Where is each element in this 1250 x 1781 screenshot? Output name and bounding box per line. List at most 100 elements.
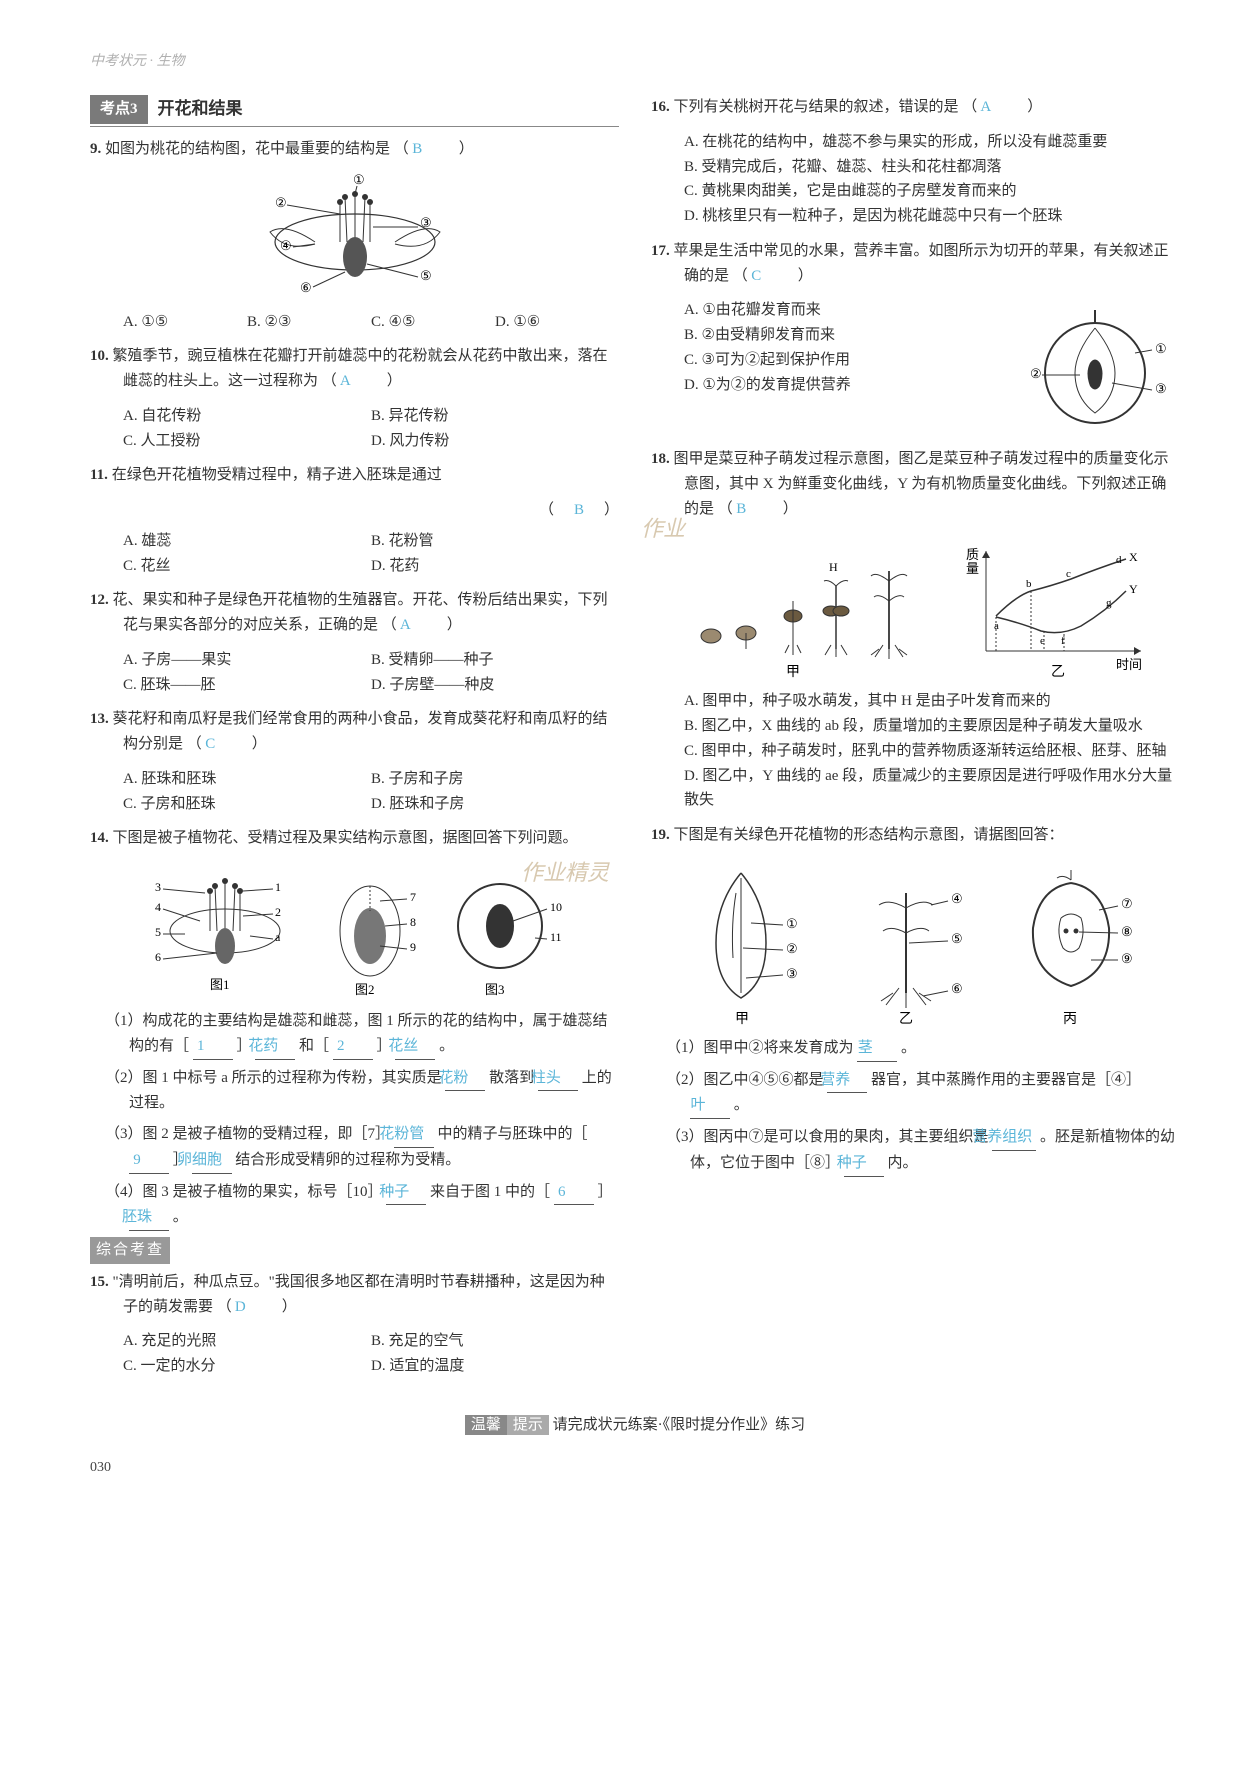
fill: 柱头 — [538, 1066, 578, 1092]
opt: D. 图乙中，Y 曲线的 ae 段，质量减少的主要原因是进行呼吸作用水分大量散失 — [684, 764, 1180, 814]
svg-text:7: 7 — [410, 890, 416, 904]
opt: D. 桃核里只有一粒种子，是因为桃花雌蕊中只有一个胚珠 — [684, 204, 1180, 229]
opt: B. 花粉管 — [371, 529, 619, 554]
q19-sub2: （2）图乙中④⑤⑥都是 营养 器官，其中蒸腾作用的主要器官是［④］ 叶 。 — [651, 1068, 1180, 1120]
svg-text:质: 质 — [966, 547, 979, 562]
options-11: A. 雄蕊 B. 花粉管 C. 花丝 D. 花药 — [90, 529, 619, 579]
q17-body: ① ② ③ A. ①由花瓣发育而来 B. ②由受精卵发育而来 C. ③可为②起到… — [651, 298, 1180, 447]
opt: C. 胚珠——胚 — [123, 673, 371, 698]
q-num: 13. — [90, 711, 109, 727]
tip-text: 请完成状元练案·《限时提分作业》练习 — [549, 1417, 805, 1433]
q-num: 15. — [90, 1274, 109, 1290]
svg-text:③: ③ — [786, 966, 798, 981]
q-answer: C — [202, 732, 252, 757]
svg-text:④: ④ — [951, 891, 963, 906]
svg-text:⑤: ⑤ — [420, 268, 432, 283]
q-text: 下图是有关绿色开花植物的形态结构示意图，请据图回答： — [674, 827, 1064, 843]
q-num: 9. — [90, 141, 101, 157]
tip-bar: 温馨提示 请完成状元练案·《限时提分作业》练习 — [90, 1413, 1180, 1438]
q-num: 17. — [651, 243, 670, 259]
q19-sub1: （1）图甲中②将来发育成为 茎 。 — [651, 1036, 1180, 1062]
q-num: 19. — [651, 827, 670, 843]
opt: B. 图乙中，X 曲线的 ab 段，质量增加的主要原因是种子萌发大量吸水 — [684, 714, 1180, 739]
section-badge: 考点3 — [90, 95, 148, 124]
svg-text:图3: 图3 — [485, 982, 505, 997]
svg-text:Y: Y — [1129, 582, 1138, 596]
q-text: 如图为桃花的结构图，花中最重要的结构是 — [105, 141, 390, 157]
q14-sub1: （1）构成花的主要结构是雄蕊和雌蕊，图 1 所示的花的结构中，属于雄蕊结构的有［… — [90, 1009, 619, 1060]
opt: D. 适宜的温度 — [371, 1354, 619, 1379]
options-16: A. 在桃花的结构中，雄蕊不参与果实的形成，所以没有雌蕊重要 B. 受精完成后，… — [651, 130, 1180, 229]
q-answer: A — [337, 369, 387, 394]
svg-text:④: ④ — [280, 238, 292, 253]
q-answer: C — [748, 264, 798, 289]
fill: 花丝 — [395, 1034, 435, 1060]
svg-text:5: 5 — [155, 925, 161, 939]
svg-text:8: 8 — [410, 915, 416, 929]
svg-text:③: ③ — [1155, 381, 1167, 396]
section-header: 考点3 开花和结果 — [90, 95, 619, 127]
figure-19: ① ② ③ 甲 ④ ⑤ ⑥ 乙 — [651, 858, 1180, 1028]
q-num: 18. — [651, 451, 670, 467]
svg-text:时间: 时间 — [1116, 657, 1142, 672]
svg-text:⑨: ⑨ — [1121, 951, 1133, 966]
opt: C. 黄桃果肉甜美，它是由雌蕊的子房壁发育而来的 — [684, 179, 1180, 204]
svg-text:①: ① — [353, 172, 365, 187]
opt: D. 风力传粉 — [371, 429, 619, 454]
svg-text:4: 4 — [155, 900, 161, 914]
fill: 花药 — [255, 1034, 295, 1060]
fill: 6 — [554, 1180, 594, 1206]
watermark: 作业精灵 — [521, 855, 609, 891]
opt: C. 花丝 — [123, 554, 371, 579]
q-num: 16. — [651, 99, 670, 115]
svg-text:⑥: ⑥ — [300, 280, 312, 295]
options-10: A. 自花传粉 B. 异花传粉 C. 人工授粉 D. 风力传粉 — [90, 404, 619, 454]
svg-text:2: 2 — [275, 905, 281, 919]
svg-text:图2: 图2 — [355, 982, 375, 997]
fill: 9 — [129, 1148, 169, 1174]
options-18: A. 图甲中，种子吸水萌发，其中 H 是由子叶发育而来的 B. 图乙中，X 曲线… — [651, 689, 1180, 813]
question-14: 14. 下图是被子植物花、受精过程及果实结构示意图，据图回答下列问题。 — [90, 826, 619, 851]
fill: 叶 — [690, 1093, 730, 1119]
q14-sub4: （4）图 3 是被子植物的果实，标号［10］ 种子 来自于图 1 中的［ 6 ］… — [90, 1180, 619, 1232]
answer-row: （B） — [90, 498, 619, 523]
q-text: "清明前后，种瓜点豆。"我国很多地区都在清明时节春耕播种，这是因为种子的萌发需要 — [113, 1274, 605, 1315]
opt: D. 胚珠和子房 — [371, 792, 619, 817]
fill: 2 — [333, 1034, 373, 1060]
opt: D. 花药 — [371, 554, 619, 579]
opt: C. 一定的水分 — [123, 1354, 371, 1379]
q-num: 14. — [90, 830, 109, 846]
svg-text:②: ② — [1030, 366, 1042, 381]
page-number: 030 — [90, 1456, 1180, 1479]
fill: 种子 — [844, 1151, 884, 1177]
svg-text:⑦: ⑦ — [1121, 896, 1133, 911]
q19-sub3: （3）图丙中⑦是可以食用的果肉，其主要组织是 营养组织 。胚是新植物体的幼体，它… — [651, 1125, 1180, 1177]
fill: 花粉管 — [394, 1122, 434, 1148]
svg-text:丙: 丙 — [1063, 1012, 1077, 1027]
question-13: 13. 葵花籽和南瓜籽是我们经常食用的两种小食品，发育成葵花籽和南瓜籽的结构分别… — [90, 707, 619, 757]
opt: D. ①⑥ — [495, 310, 619, 335]
q-answer: A — [977, 95, 1027, 120]
q-text: 在绿色开花植物受精过程中，精子进入胚珠是通过 — [112, 467, 442, 483]
svg-text:⑤: ⑤ — [951, 931, 963, 946]
q-answer: B — [409, 137, 459, 162]
figure-14: 作业精灵 3 4 5 6 1 2 a 图1 — [90, 861, 619, 1001]
figure-9: ① ② ③ ④ ⑤ ⑥ — [90, 172, 619, 302]
q-answer: D — [232, 1295, 282, 1320]
opt: B. ②③ — [247, 310, 371, 335]
opt: B. 受精卵——种子 — [371, 648, 619, 673]
q-text: 下列有关桃树开花与结果的叙述，错误的是 — [674, 99, 959, 115]
question-17: 17. 苹果是生活中常见的水果，营养丰富。如图所示为切开的苹果，有关叙述正确的是… — [651, 239, 1180, 289]
fill: 胚珠 — [129, 1205, 169, 1231]
badge-zonghe: 综合考查 — [90, 1237, 170, 1264]
opt: B. 受精完成后，花瓣、雄蕊、柱头和花柱都凋落 — [684, 155, 1180, 180]
figure-17: ① ② ③ — [1030, 298, 1180, 447]
question-16: 16. 下列有关桃树开花与结果的叙述，错误的是 （A） — [651, 95, 1180, 120]
right-column: 16. 下列有关桃树开花与结果的叙述，错误的是 （A） A. 在桃花的结构中，雄… — [651, 95, 1180, 1389]
fill: 卵细胞 — [192, 1148, 232, 1174]
opt: A. 在桃花的结构中，雄蕊不参与果实的形成，所以没有雌蕊重要 — [684, 130, 1180, 155]
svg-text:①: ① — [1155, 341, 1167, 356]
svg-text:②: ② — [275, 195, 287, 210]
q-num: 11. — [90, 467, 108, 483]
tip-badge-1: 温馨 — [465, 1415, 507, 1435]
